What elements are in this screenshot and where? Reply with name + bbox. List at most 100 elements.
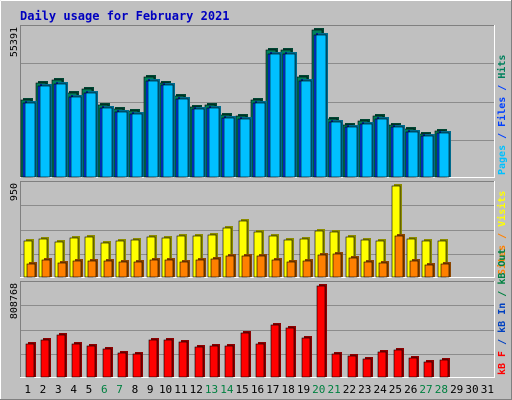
bar-sites-day-28: [440, 262, 451, 278]
bar-face: [316, 285, 326, 378]
bar-kb-f-day-6: [102, 347, 113, 378]
day-label-22: 22: [343, 383, 356, 396]
bar-face: [394, 235, 404, 278]
bar-sites-day-20: [317, 253, 328, 278]
bar-kb-f-day-27: [423, 360, 434, 378]
legend-entry: /: [497, 227, 508, 245]
bar-face: [362, 358, 372, 378]
panel-legend-kbytes: kB F / kB In / kB Out: [497, 249, 508, 375]
day-label-23: 23: [358, 383, 371, 396]
bar-kb-f-day-23: [362, 357, 373, 378]
bar-pages-day-16: [254, 101, 267, 178]
bar-sites-day-6: [103, 259, 114, 278]
panel-hits-files-pages: 55391 Pages / Files / Hits: [9, 25, 508, 178]
bar-face: [255, 343, 265, 378]
bar-sites-day-5: [87, 259, 98, 278]
max-value-label: 808768: [9, 283, 20, 319]
max-value-label: 55391: [9, 27, 20, 57]
bar-face: [208, 107, 220, 178]
bar-kb-f-day-11: [178, 340, 189, 378]
bar-kb-f-day-2: [40, 338, 51, 378]
bar-face: [408, 357, 418, 378]
day-label-12: 12: [190, 383, 203, 396]
bar-face: [423, 361, 433, 378]
day-label-10: 10: [159, 383, 172, 396]
panel-visits-sites: 950 Sites / Visits: [9, 181, 508, 278]
bar-pages-day-15: [239, 117, 252, 178]
bar-face: [331, 353, 341, 378]
bar-pages-day-6: [101, 106, 114, 178]
bar-face: [439, 359, 449, 378]
bar-kb-f-day-5: [86, 344, 97, 378]
bar-kb-f-day-13: [209, 344, 220, 378]
bar-face: [300, 80, 312, 178]
bar-pages-day-11: [177, 97, 190, 178]
bar-face: [102, 348, 112, 378]
day-label-13: 13: [205, 383, 218, 396]
bar-pages-day-21: [330, 120, 343, 178]
bar-face: [162, 84, 174, 178]
bar-kb-f-day-4: [71, 342, 82, 378]
bar-face: [285, 327, 295, 378]
bar-face: [103, 260, 113, 278]
bar-face: [347, 355, 357, 378]
day-label-14: 14: [220, 383, 234, 396]
bar-face: [409, 260, 419, 278]
bar-kb-f-day-16: [255, 342, 266, 378]
bar-face: [270, 324, 280, 378]
bar-pages-day-5: [85, 91, 98, 178]
bar-face: [223, 117, 235, 178]
bar-sites-day-4: [72, 259, 83, 278]
day-label-2: 2: [40, 383, 47, 396]
day-label-19: 19: [297, 383, 310, 396]
bar-face: [117, 352, 127, 378]
bar-face: [240, 332, 250, 378]
bar-face: [271, 259, 281, 278]
bar-pages-day-20: [315, 33, 328, 178]
bar-face: [71, 343, 81, 378]
bar-face: [348, 257, 358, 278]
bar-kb-f-day-21: [331, 352, 342, 378]
bar-kb-f-day-24: [377, 350, 388, 378]
bar-pages-day-2: [39, 84, 52, 178]
bar-kb-f-day-10: [163, 338, 174, 378]
legend-entry: kB F: [497, 351, 508, 375]
bar-face: [440, 263, 450, 278]
bar-pages-day-9: [147, 79, 160, 178]
legend-entry: Pages: [497, 145, 508, 175]
bar-kb-f-day-26: [408, 356, 419, 378]
bar-face: [41, 259, 51, 278]
bar-face: [239, 118, 251, 178]
bar-pages-day-8: [131, 112, 144, 178]
legend-entry: kB Out: [497, 249, 508, 285]
bar-pages-day-28: [438, 131, 451, 178]
bar-face: [178, 341, 188, 378]
day-label-26: 26: [404, 383, 417, 396]
bar-kb-f-day-25: [393, 348, 404, 378]
bar-face: [209, 345, 219, 378]
bar-kb-f-day-8: [132, 352, 143, 378]
legend-entry: Hits: [496, 55, 508, 79]
day-label-16: 16: [251, 383, 264, 396]
bar-sites-day-18: [286, 260, 297, 278]
bar-sites-day-8: [133, 260, 144, 278]
bar-pages-day-7: [116, 110, 129, 178]
bar-kb-f-day-9: [148, 338, 159, 378]
bar-pages-day-24: [376, 117, 389, 178]
bar-face: [392, 126, 404, 178]
bar-face: [132, 353, 142, 378]
bar-sites-day-19: [302, 259, 313, 278]
legend-entry: Files: [496, 97, 508, 127]
bar-face: [39, 85, 51, 178]
bar-kb-f-day-3: [56, 333, 67, 378]
bar-face: [224, 345, 234, 378]
bar-face: [317, 254, 327, 278]
bar-face: [101, 107, 113, 178]
bar-face: [302, 260, 312, 278]
legend-entry: /: [497, 285, 508, 303]
bar-face: [254, 102, 266, 178]
bar-face: [40, 339, 50, 378]
max-value-label: 950: [9, 183, 20, 201]
day-label-30: 30: [465, 383, 478, 396]
